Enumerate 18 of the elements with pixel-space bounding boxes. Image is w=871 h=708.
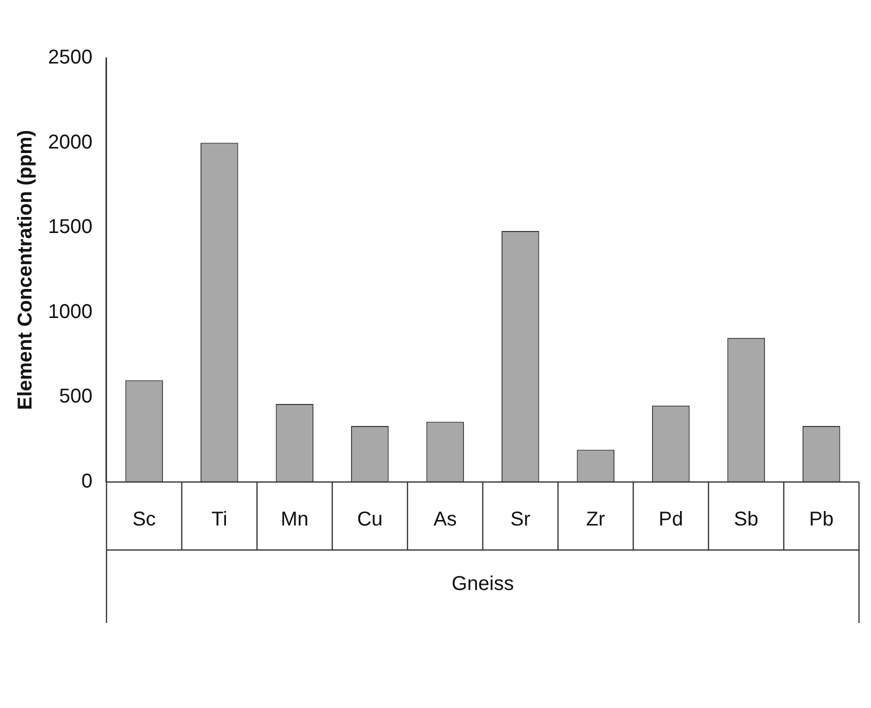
x-axis-title: Gneiss (452, 573, 514, 596)
y-tick-label: 500 (59, 386, 92, 408)
x-tick-label: Pb (809, 508, 834, 531)
y-axis-title: Element Concentration (ppm) (14, 130, 37, 410)
x-tick-label: Sc (132, 508, 156, 531)
x-tick-label: As (433, 508, 457, 531)
y-tick-label: 1500 (48, 216, 92, 238)
x-tick-label: Ti (211, 508, 228, 531)
y-tick-label: 2500 (48, 46, 92, 69)
x-tick-label: Cu (357, 508, 383, 531)
x-tick-label: Zr (586, 508, 606, 531)
x-tick-label: Mn (280, 508, 309, 531)
x-tick-label: Sr (510, 508, 531, 531)
x-tick-label: Sb (734, 508, 758, 531)
x-tick-label: Pd (658, 508, 684, 531)
y-tick-label: 2000 (48, 131, 92, 154)
y-tick-label: 0 (81, 470, 92, 493)
y-tick-label: 1000 (48, 300, 92, 323)
